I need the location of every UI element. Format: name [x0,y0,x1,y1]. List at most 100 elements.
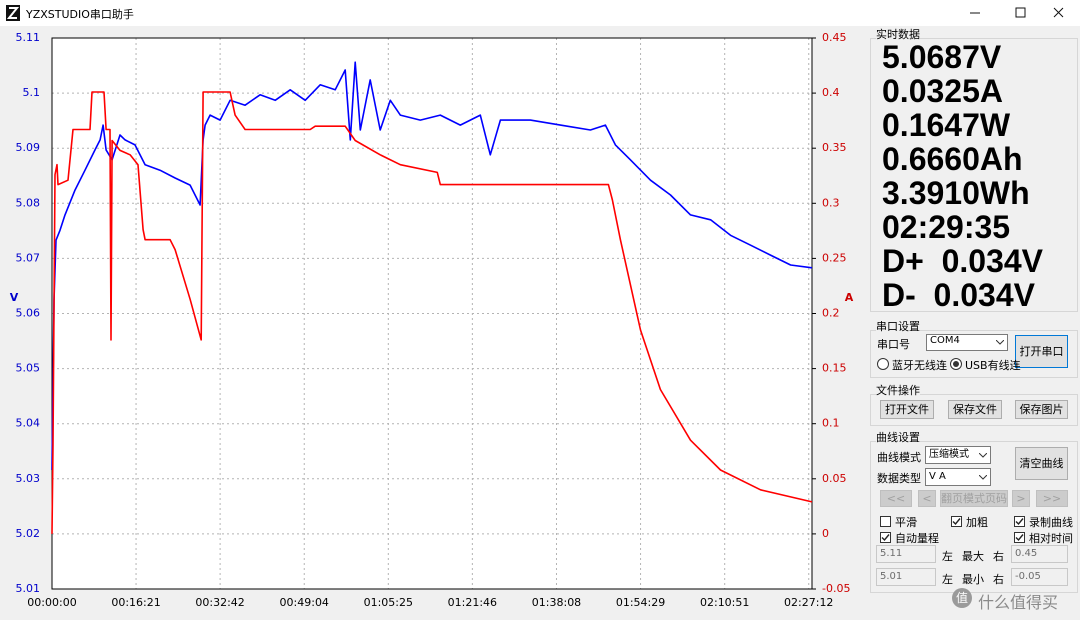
y2-tick-label: 0.3 [822,196,840,209]
y-tick-label: 5.06 [16,307,41,320]
radio-option[interactable]: 蓝牙无线连 [877,357,947,373]
x-tick-label: 01:05:25 [364,596,413,609]
y2-tick-label: 0.05 [822,472,847,485]
group-box [870,38,1078,312]
y-tick-label: 5.01 [16,582,41,595]
check-mark [881,534,890,542]
text-input[interactable]: 5.11 [876,545,936,563]
checkbox-option[interactable]: 加粗 [951,514,988,530]
button[interactable]: 打开串口 [1015,335,1068,368]
label: 最小 [962,573,984,586]
window-title: YZXSTUDIO串口助手 [26,8,134,21]
checkbox-option[interactable]: 相对时间 [1014,530,1073,546]
text-input[interactable]: 0.45 [1011,545,1068,563]
label: 左 [942,550,953,563]
check-mark [1015,518,1024,526]
checkbox-option[interactable]: 自动量程 [880,530,939,546]
y2-tick-label: 0.35 [822,141,847,154]
radio [950,358,962,370]
y2-tick-label: -0.05 [822,582,850,595]
label: 数据类型 [877,472,921,485]
button[interactable]: 打开文件 [880,400,934,419]
x-tick-label: 00:00:00 [27,596,76,609]
checkbox [1014,532,1025,543]
y2-axis-label: A [845,291,854,304]
nav-button[interactable]: 翻页模式页码 [940,490,1008,507]
reading: D+ 0.034V [882,243,1043,279]
data-line [51,91,813,534]
data-line [51,61,813,471]
text-input[interactable]: -0.05 [1011,568,1068,586]
label: 右 [993,550,1004,563]
combo-value: 压缩模式 [929,449,969,460]
radio-label: 蓝牙无线连 [892,359,947,372]
button[interactable]: 保存图片 [1015,400,1068,419]
y-tick-label: 5.05 [16,362,41,375]
y-tick-label: 5.11 [16,31,41,44]
nav-button[interactable]: < [918,490,936,507]
button[interactable]: 清空曲线 [1015,447,1068,480]
x-tick-label: 01:54:29 [616,596,665,609]
watermark-icon: 值 [952,588,972,608]
checkbox-option[interactable]: 录制曲线 [1014,514,1073,530]
radio-dot [953,361,959,367]
radio-option[interactable]: USB有线连 [950,357,1021,373]
checkbox-label: 录制曲线 [1029,516,1073,529]
x-tick-label: 00:32:42 [195,596,244,609]
combo-value: COM4 [930,335,960,346]
y2-tick-label: 0.25 [822,251,847,264]
label: 曲线模式 [877,451,921,464]
checkbox-label: 平滑 [895,516,917,529]
reading: 3.3910Wh [882,175,1030,211]
radio [877,358,889,370]
x-tick-label: 00:16:21 [111,596,160,609]
y-axis-label: V [10,291,19,304]
y-tick-label: 5.1 [23,86,41,99]
y2-tick-label: 0.4 [822,86,840,99]
label: 左 [942,573,953,586]
y-tick-label: 5.02 [16,527,41,540]
x-tick-label: 01:21:46 [448,596,497,609]
checkbox-option[interactable]: 平滑 [880,514,917,530]
combo-box[interactable]: V A [925,468,991,486]
app-icon [6,5,20,21]
y2-tick-label: 0 [822,527,829,540]
x-tick-label: 01:38:08 [532,596,581,609]
combo-arrow [996,340,1004,345]
y2-tick-label: 0.45 [822,31,847,44]
group-title: 实时数据 [876,26,920,42]
reading: 0.1647W [882,107,1011,143]
reading: 02:29:35 [882,209,1011,245]
y-tick-label: 5.07 [16,251,41,264]
checkbox-label: 相对时间 [1029,532,1073,545]
reading: 0.0325A [882,73,1003,109]
label: 右 [993,573,1004,586]
nav-button[interactable]: << [880,490,912,507]
reading: 5.0687V [882,39,1002,75]
group-box [870,441,1078,593]
combo-box[interactable]: COM4 [926,334,1008,351]
window-controls[interactable] [960,0,1080,26]
combo-value: V A [929,471,946,482]
group-box [870,394,1078,426]
y-tick-label: 5.04 [16,417,41,430]
button[interactable]: 保存文件 [948,400,1002,419]
nav-button[interactable]: > [1012,490,1030,507]
checkbox [1014,516,1025,527]
nav-button[interactable]: >> [1036,490,1068,507]
combo-arrow [979,453,987,458]
y-tick-label: 5.03 [16,472,41,485]
check-mark [952,518,961,526]
y-tick-label: 5.08 [16,196,41,209]
combo-box[interactable]: 压缩模式 [925,446,991,464]
group-title: 串口设置 [876,318,920,334]
reading: 0.6660Ah [882,141,1023,177]
group-title: 文件操作 [876,382,920,398]
x-tick-label: 02:10:51 [700,596,749,609]
reading: D- 0.034V [882,277,1035,313]
checkbox [880,532,891,543]
title-bar: YZXSTUDIO串口助手 [0,0,1080,26]
text-input[interactable]: 5.01 [876,568,936,586]
group-title: 曲线设置 [876,429,920,445]
